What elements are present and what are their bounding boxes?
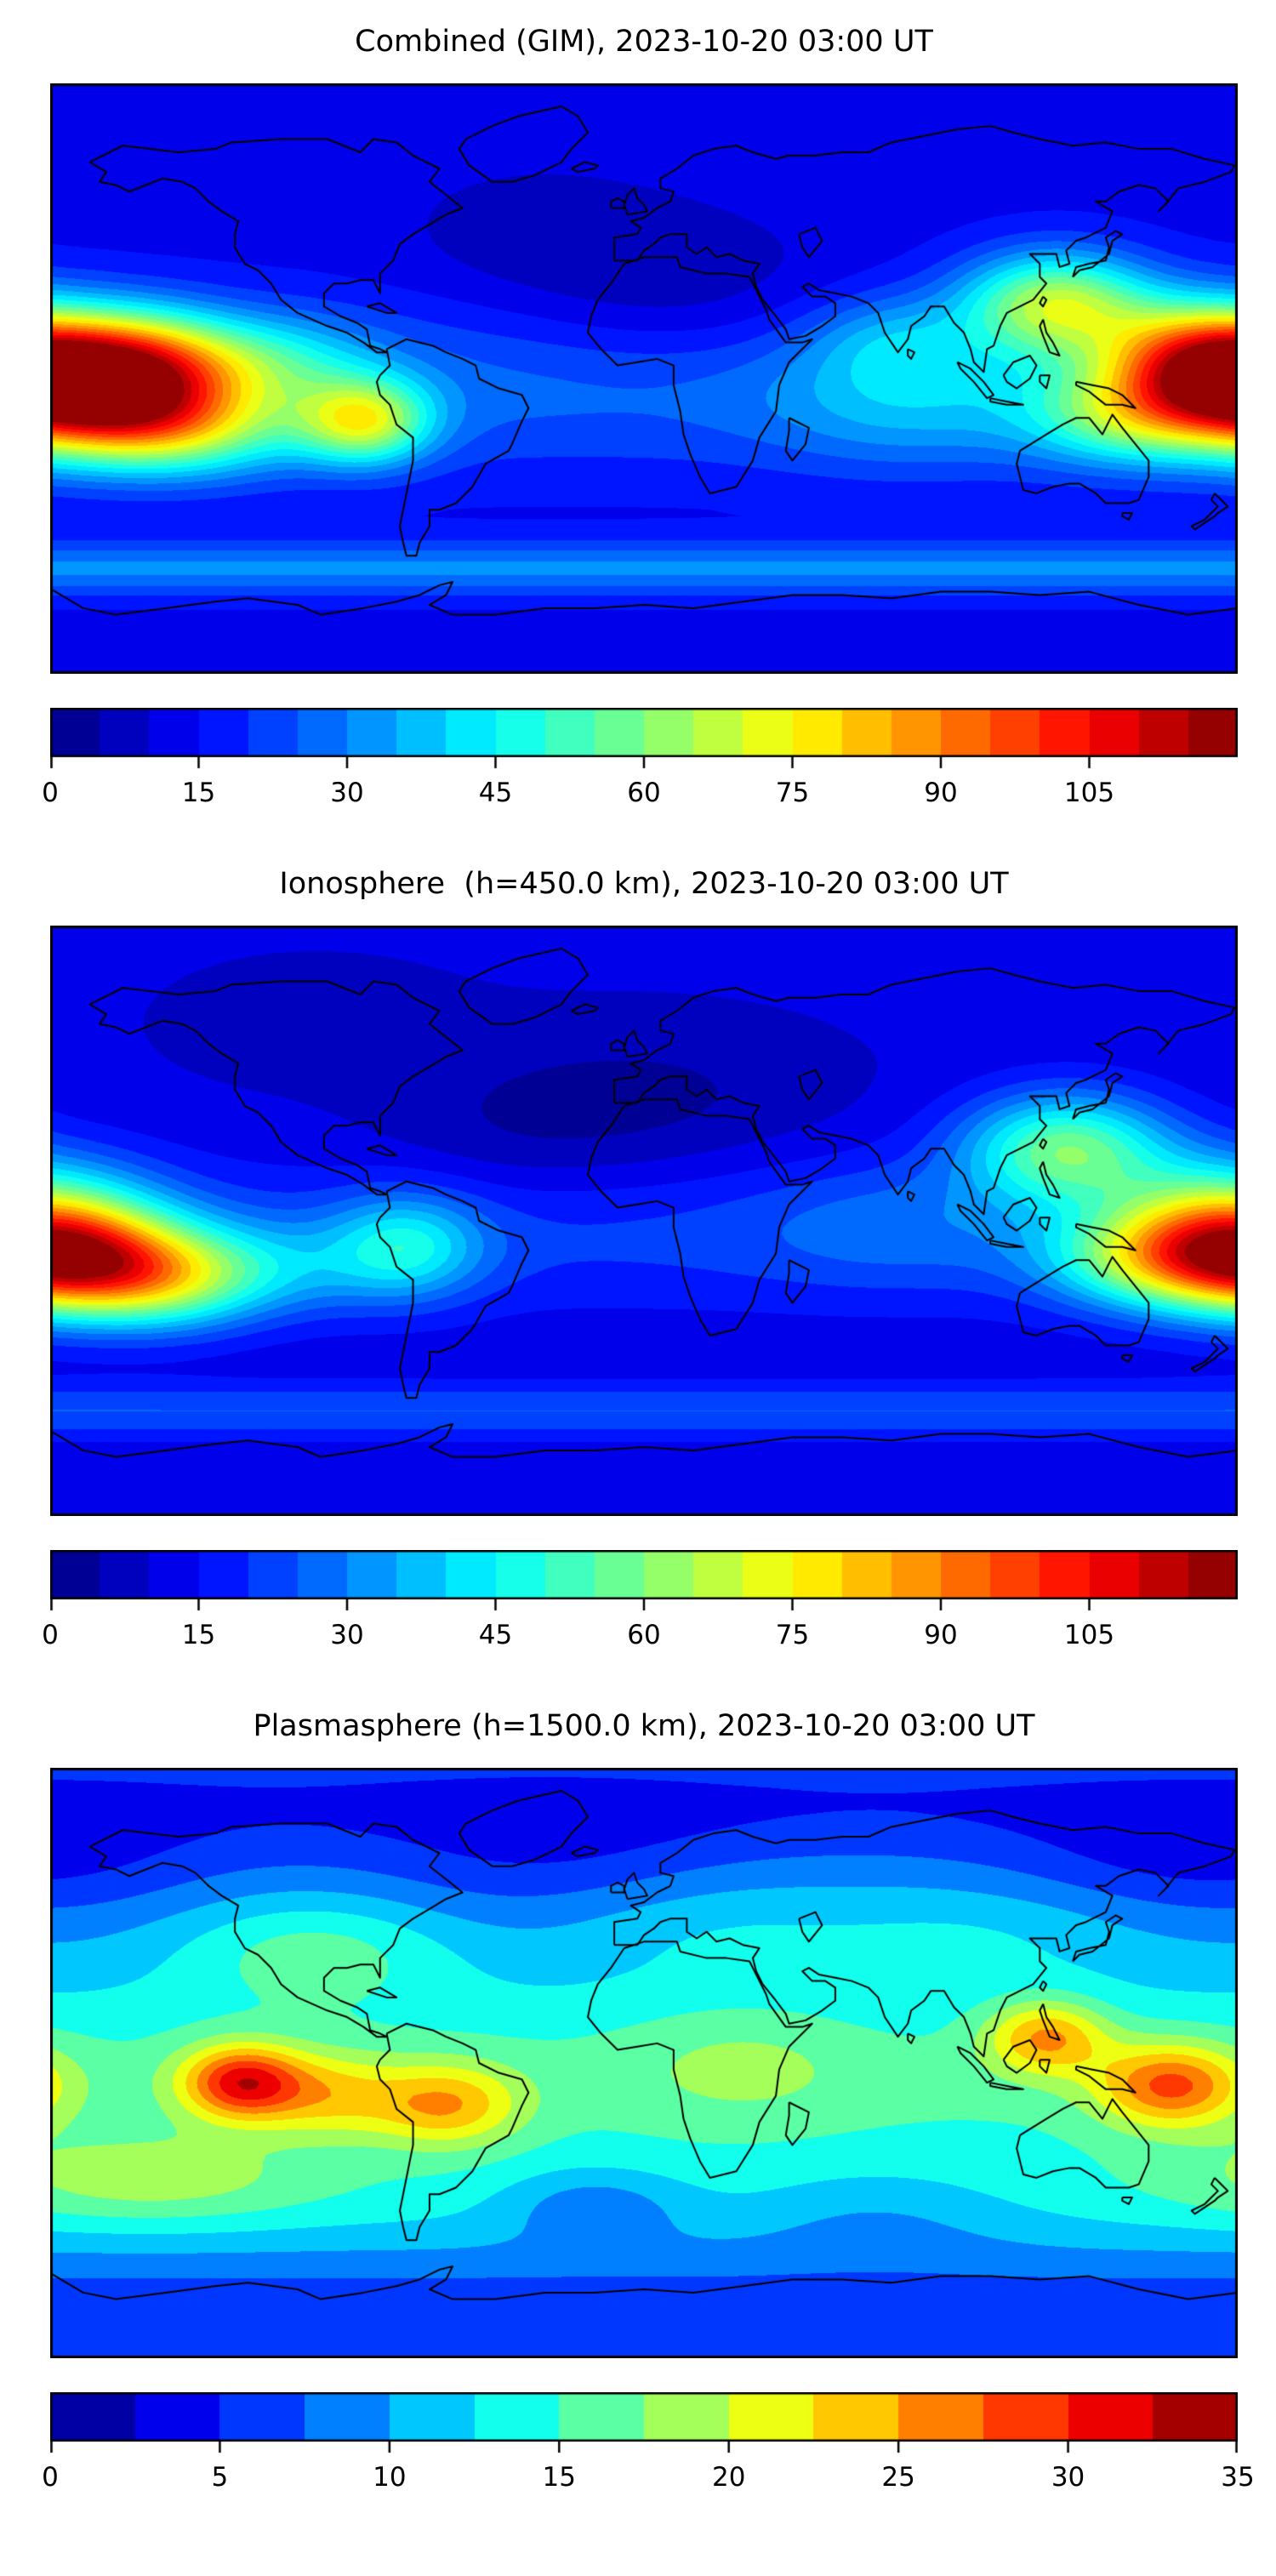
- colorbar-tick-label: 60: [627, 1620, 661, 1650]
- colorbar-tick-label: 90: [924, 1620, 958, 1650]
- colorbar-tick-label: 15: [181, 1620, 216, 1650]
- colorbar-tick-label: 75: [775, 778, 810, 808]
- colorbar-tick-label: 15: [181, 778, 216, 808]
- colorbar-tick-label: 0: [42, 1620, 59, 1650]
- colorbar-tick-label: 25: [881, 2462, 915, 2493]
- map-ionosphere: [50, 926, 1238, 1516]
- colorbar-tick-label: 15: [542, 2462, 577, 2493]
- colorbar-tick-label: 10: [373, 2462, 407, 2493]
- colorbar-tick-label: 20: [711, 2462, 746, 2493]
- colorbar-tick-label: 0: [42, 778, 59, 808]
- colorbar-tick-label: 105: [1063, 778, 1115, 808]
- colorbar-tick-label: 60: [627, 778, 661, 808]
- colorbar-tick-label: 90: [924, 778, 958, 808]
- colorbar-ionosphere: [50, 1550, 1238, 1616]
- colorbar-plasmasphere: [50, 2392, 1238, 2459]
- panel-ionosphere: Ionosphere (h=450.0 km), 2023-10-20 03:0…: [42, 866, 1276, 1654]
- colorbar-ticks-ionosphere: 0 15 30 45 60 75 90 105: [42, 1618, 1238, 1654]
- panel-plasmasphere: Plasmasphere (h=1500.0 km), 2023-10-20 0…: [42, 1708, 1276, 2496]
- panel-combined: Combined (GIM), 2023-10-20 03:00 UT 0 15 3…: [42, 24, 1276, 812]
- colorbar-tick-label: 30: [1051, 2462, 1085, 2493]
- colorbar-tick-label: 30: [330, 778, 364, 808]
- colorbar-tick-label: 105: [1063, 1620, 1115, 1650]
- colorbar-tick-label: 5: [211, 2462, 229, 2493]
- colorbar-ticks-combined: 0 15 30 45 60 75 90 105: [42, 776, 1238, 812]
- map-combined: [50, 83, 1238, 674]
- colorbar-tick-label: 30: [330, 1620, 364, 1650]
- map-plasmasphere: [50, 1768, 1238, 2358]
- colorbar-tick-label: 35: [1221, 2462, 1255, 2493]
- panel-title-plasmasphere: Plasmasphere (h=1500.0 km), 2023-10-20 0…: [253, 1709, 1035, 1743]
- colorbar-tick-label: 75: [775, 1620, 810, 1650]
- colorbar-ticks-plasmasphere: 0 5 10 15 20 25 30 35: [42, 2460, 1255, 2496]
- panel-title-ionosphere: Ionosphere (h=450.0 km), 2023-10-20 03:0…: [279, 867, 1009, 901]
- figure: Combined (GIM), 2023-10-20 03:00 UT 0 15 3…: [0, 24, 1276, 2496]
- colorbar-combined: [50, 708, 1238, 774]
- colorbar-tick-label: 45: [478, 778, 513, 808]
- colorbar-tick-label: 0: [42, 2462, 59, 2493]
- colorbar-tick-label: 45: [478, 1620, 513, 1650]
- panel-title-combined: Combined (GIM), 2023-10-20 03:00 UT: [355, 25, 933, 59]
